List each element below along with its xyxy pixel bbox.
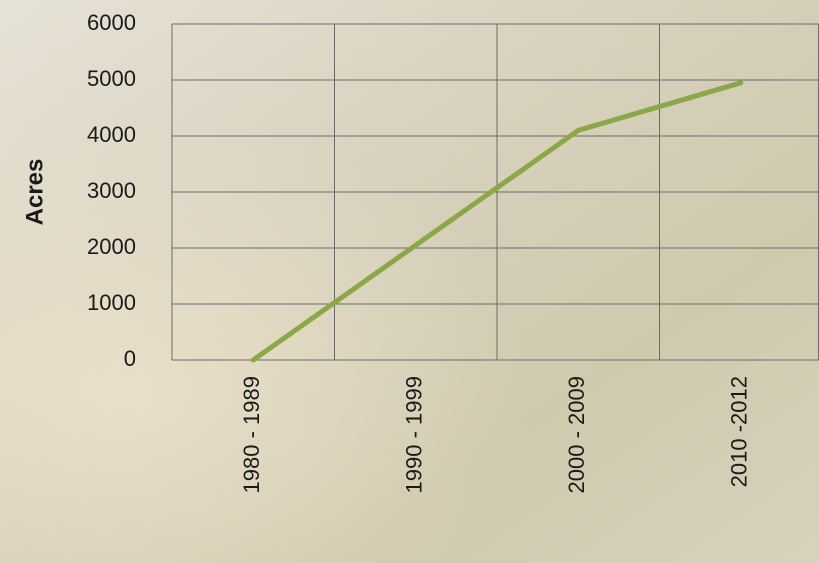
x-tick-label: 2010 -2012 — [727, 376, 752, 487]
y-tick-label: 5000 — [87, 66, 136, 91]
y-tick-label: 6000 — [87, 10, 136, 35]
y-tick-label: 1000 — [87, 290, 136, 315]
x-tick-label: 2000 - 2009 — [564, 376, 589, 493]
y-tick-label: 0 — [124, 346, 136, 371]
y-tick-label: 4000 — [87, 122, 136, 147]
x-tick-label: 1990 - 1999 — [402, 376, 427, 493]
x-tick-label: 1980 - 1989 — [239, 376, 264, 493]
y-tick-label: 3000 — [87, 178, 136, 203]
y-axis-label: Acres — [21, 159, 48, 226]
y-tick-label: 2000 — [87, 234, 136, 259]
data-line — [250, 80, 744, 363]
